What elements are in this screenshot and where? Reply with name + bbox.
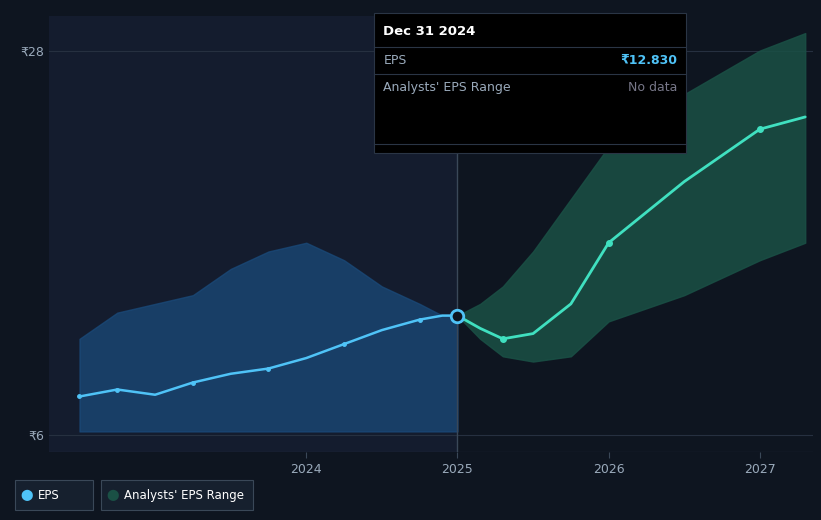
Bar	[457, 16, 813, 452]
Text: Analysts Forecasts: Analysts Forecasts	[465, 23, 575, 36]
Bar	[49, 16, 457, 452]
Text: Actual: Actual	[413, 23, 450, 36]
Text: Analysts' EPS Range: Analysts' EPS Range	[383, 81, 511, 94]
Text: No data: No data	[628, 81, 677, 94]
Text: Dec 31 2024: Dec 31 2024	[383, 25, 476, 38]
Text: EPS: EPS	[38, 489, 59, 501]
Text: ⬤: ⬤	[107, 489, 119, 501]
Text: EPS: EPS	[383, 54, 406, 67]
Text: Analysts' EPS Range: Analysts' EPS Range	[124, 489, 244, 501]
Text: ⬤: ⬤	[21, 489, 33, 501]
Text: ₹12.830: ₹12.830	[621, 54, 677, 67]
